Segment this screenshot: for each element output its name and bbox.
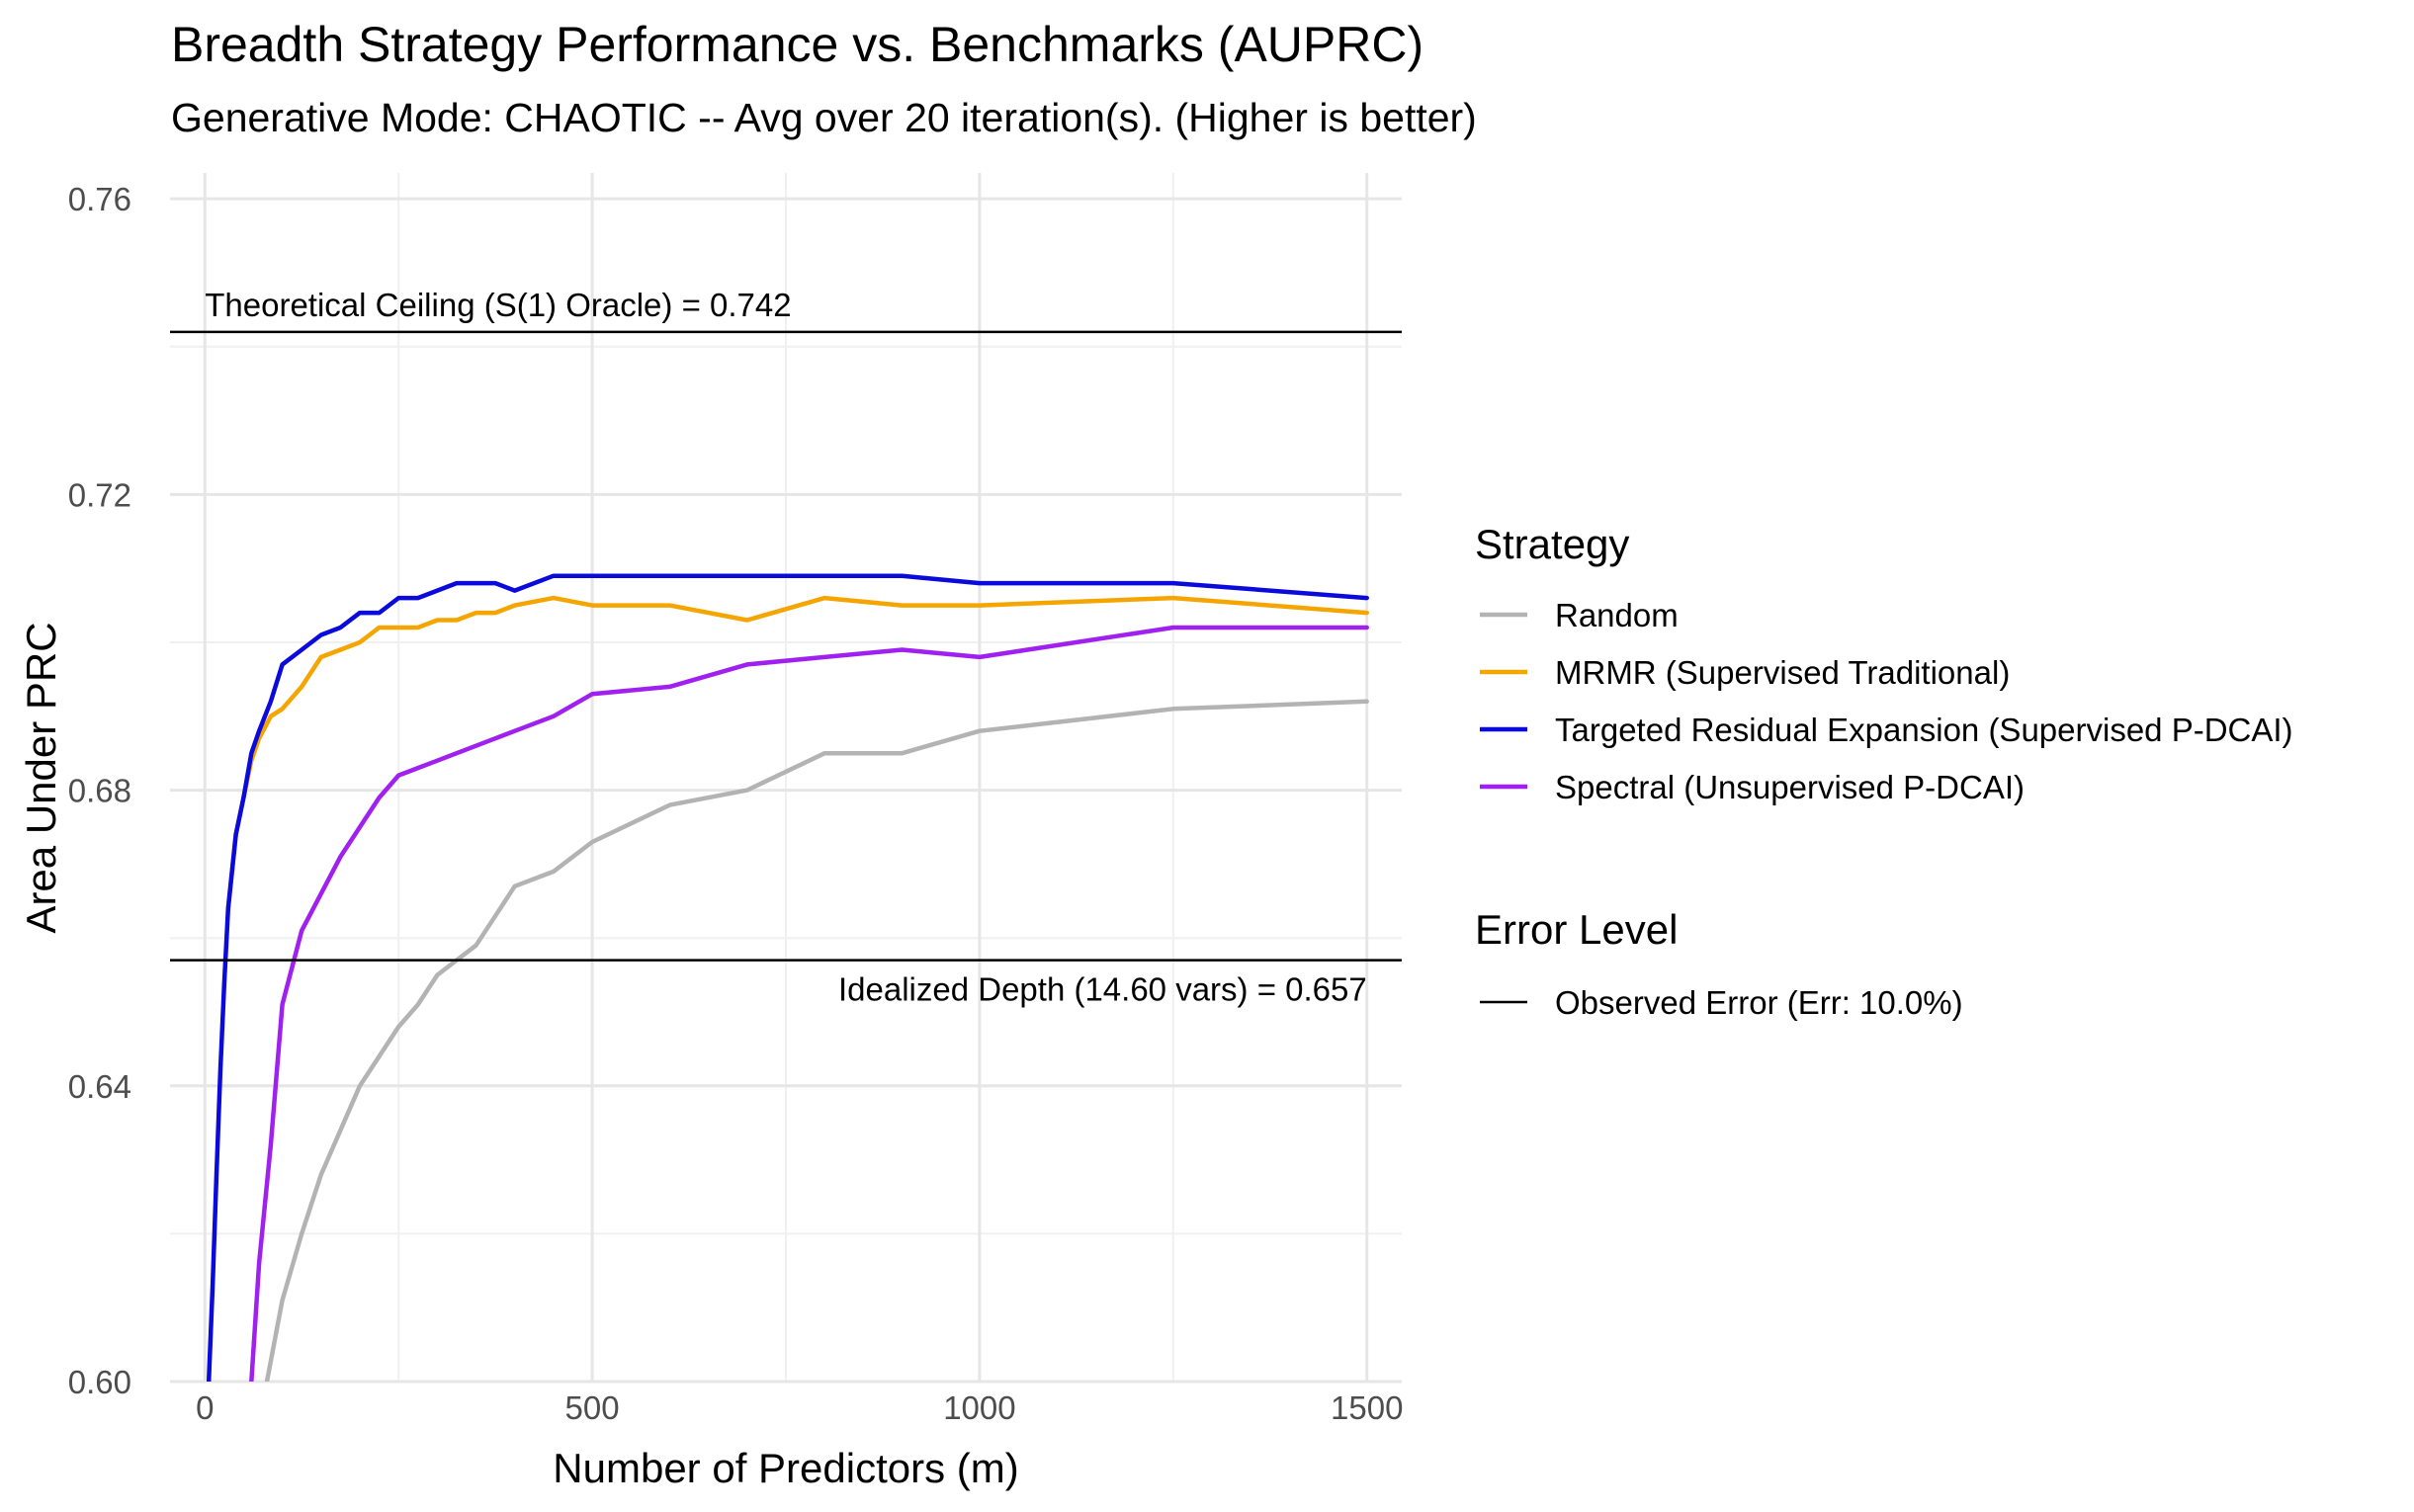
- reference-line-label-2: Idealized Depth (14.60 vars) = 0.657: [838, 971, 1367, 1008]
- legend: Strategy Random MRMR (Supervised Traditio…: [1475, 521, 2293, 1021]
- series-lines: [206, 573, 1369, 1382]
- legend-label-4: Spectral (Unsupervised P-DCAI): [1555, 769, 2025, 805]
- series-line-spectral-unsupervised-p-dcai: [249, 625, 1369, 1382]
- chart-subtitle: Generative Mode: CHAOTIC -- Avg over 20 …: [171, 95, 1477, 140]
- y-tick-label: 0.60: [68, 1364, 131, 1400]
- y-tick-labels: 0.60 0.64 0.68 0.72 0.76: [68, 181, 131, 1400]
- x-tick-labels: 0 500 1000 1500: [196, 1389, 1403, 1426]
- y-tick-label: 0.72: [68, 476, 131, 513]
- y-tick-label: 0.76: [68, 181, 131, 217]
- reference-line-label-1: Theoretical Ceiling (S(1) Oracle) = 0.74…: [205, 287, 791, 323]
- legend-error-label-1: Observed Error (Err: 10.0%): [1555, 984, 1963, 1021]
- chart-title: Breadth Strategy Performance vs. Benchma…: [171, 17, 1423, 72]
- legend-label-3: Targeted Residual Expansion (Supervised …: [1555, 712, 2293, 748]
- y-axis-title: Area Under PRC: [18, 622, 64, 933]
- y-tick-label: 0.64: [68, 1068, 131, 1105]
- series-line-targeted-residual-expansion-supervised-p-dcai: [206, 573, 1369, 1382]
- reference-lines: Theoretical Ceiling (S(1) Oracle) = 0.74…: [170, 287, 1402, 1008]
- series-line-random: [264, 699, 1369, 1382]
- legend-title-strategy: Strategy: [1475, 521, 1629, 567]
- series-line-mrmr-supervised-traditional: [225, 595, 1369, 911]
- legend-title-error-level: Error Level: [1475, 906, 1678, 953]
- grid-minor: [170, 173, 1402, 1382]
- x-tick-label: 500: [565, 1389, 620, 1426]
- legend-label-2: MRMR (Supervised Traditional): [1555, 654, 2010, 691]
- x-tick-label: 1500: [1331, 1389, 1403, 1426]
- grid-major: [170, 173, 1402, 1384]
- x-axis-title: Number of Predictors (m): [553, 1445, 1018, 1491]
- x-tick-label: 1000: [943, 1389, 1015, 1426]
- x-tick-label: 0: [196, 1389, 214, 1426]
- y-tick-label: 0.68: [68, 773, 131, 809]
- legend-label-1: Random: [1555, 597, 1679, 633]
